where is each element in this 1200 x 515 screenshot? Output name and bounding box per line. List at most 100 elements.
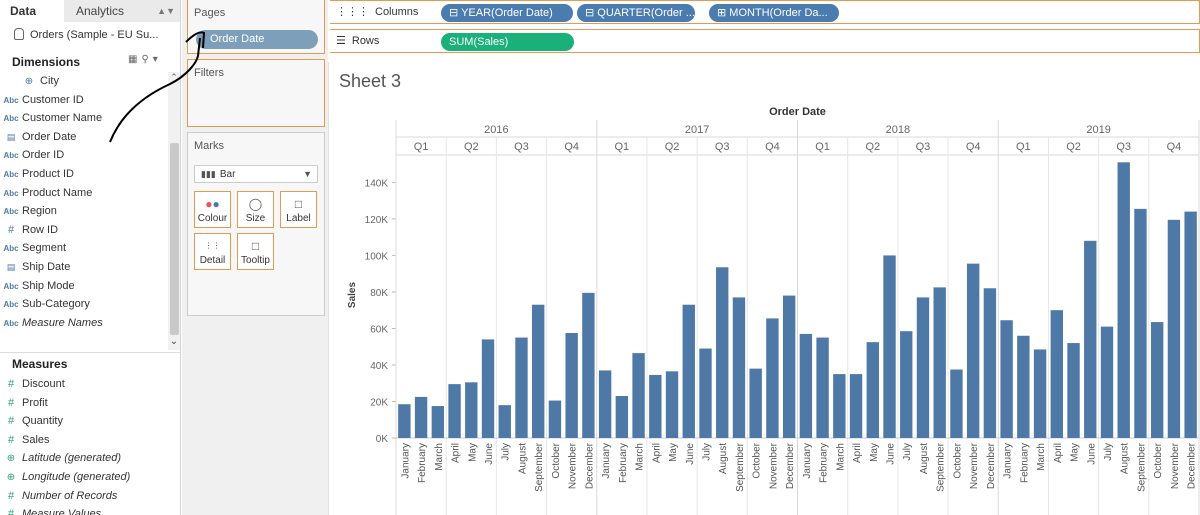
- dimension-field[interactable]: ▤ Order Date: [0, 128, 168, 147]
- bar-2016-september: [532, 304, 545, 438]
- tab-data[interactable]: Data: [0, 0, 64, 22]
- pill-quarter-order-date[interactable]: ⊟ QUARTER(Order ...: [577, 4, 695, 22]
- marks-card: Marks ▮▮▮ Bar ▼ ●● Colour ◯ Size □ Label …: [187, 132, 325, 316]
- dimension-field-label: Region: [22, 205, 57, 218]
- month-label: November: [768, 442, 779, 489]
- measure-field[interactable]: # Number of Records: [0, 487, 180, 506]
- detail-label: Detail: [199, 255, 226, 266]
- dimension-field[interactable]: # Row ID: [0, 221, 168, 240]
- dimensions-tools: ▦⚲▾: [128, 54, 162, 65]
- collapse-icon[interactable]: ⊟: [449, 7, 459, 19]
- month-label: August: [1120, 443, 1131, 474]
- dimension-field[interactable]: Abc Customer Name: [0, 109, 168, 128]
- measure-field[interactable]: ⊕ Latitude (generated): [0, 449, 180, 468]
- month-label: March: [635, 443, 646, 471]
- bar-2018-january: [799, 333, 813, 438]
- month-label: December: [1187, 442, 1198, 489]
- bar-2019-march: [1033, 349, 1047, 438]
- columns-shelf-label: ⋮⋮⋮ Columns: [336, 5, 418, 18]
- month-label: November: [969, 442, 980, 489]
- size-button[interactable]: ◯ Size: [237, 191, 274, 228]
- label-button[interactable]: □ Label: [280, 191, 317, 228]
- dimension-field[interactable]: Abc Measure Names: [0, 314, 168, 333]
- colour-button[interactable]: ●● Colour: [194, 191, 231, 228]
- pages-pill-order-date[interactable]: Order Date: [196, 30, 318, 49]
- measure-field-label: Discount: [22, 378, 65, 390]
- dimension-field[interactable]: ⊕ City: [0, 72, 168, 91]
- month-label: February: [819, 443, 830, 483]
- dimension-field[interactable]: Abc Region: [0, 202, 168, 221]
- abc-icon: Abc: [3, 95, 19, 105]
- dimension-field-label: Customer Name: [22, 112, 103, 125]
- tooltip-speech-icon: □: [251, 239, 260, 253]
- quarter-label: Q1: [615, 141, 630, 153]
- abc-icon: Abc: [3, 151, 19, 161]
- mark-type-select[interactable]: ▮▮▮ Bar ▼: [194, 165, 318, 183]
- month-label: July: [701, 443, 712, 461]
- rows-shelf[interactable]: ☰ Rows SUM(Sales): [330, 29, 1200, 53]
- scrollbar-thumb[interactable]: [170, 143, 179, 335]
- measure-field[interactable]: # Discount: [0, 375, 180, 394]
- pill-year-order-date[interactable]: ⊟ YEAR(Order Date): [441, 4, 573, 22]
- bar-2016-november: [565, 333, 578, 438]
- menu-dropdown-icon[interactable]: ▾: [152, 54, 162, 65]
- bar-2018-september: [933, 287, 946, 438]
- collapse-icon[interactable]: ⊟: [585, 7, 595, 19]
- dimension-field-label: Segment: [22, 242, 67, 255]
- pages-card[interactable]: Pages Order Date: [187, 0, 325, 54]
- columns-shelf[interactable]: ⋮⋮⋮ Columns ⊟ YEAR(Order Date) ⊟ QUARTER(…: [330, 0, 1200, 24]
- pill-month-order-date[interactable]: ⊞ MONTH(Order Da...: [709, 4, 839, 22]
- quarter-label: Q4: [765, 141, 780, 153]
- measure-field[interactable]: # Sales: [0, 431, 180, 450]
- measure-field-label: Quantity: [22, 415, 63, 428]
- bar-2017-january: [598, 370, 612, 438]
- abc-icon: Abc: [3, 318, 19, 328]
- detail-button[interactable]: ⋮⋮ Detail: [194, 233, 231, 270]
- dimension-field[interactable]: Abc Segment: [0, 239, 168, 258]
- pill-sum-sales[interactable]: SUM(Sales): [441, 33, 574, 51]
- dimension-field[interactable]: Abc Customer ID: [0, 91, 168, 110]
- tooltip-button[interactable]: □ Tooltip: [237, 233, 274, 270]
- view-grid-icon[interactable]: ▦: [128, 54, 142, 65]
- filters-card[interactable]: Filters: [187, 59, 325, 127]
- bar-2018-october: [950, 369, 963, 438]
- measure-field[interactable]: # Profit: [0, 394, 180, 413]
- month-label: October: [1153, 442, 1164, 478]
- abc-icon: Abc: [3, 207, 19, 217]
- measure-field[interactable]: # Measure Values: [0, 505, 180, 515]
- bar-2017-august: [716, 267, 729, 438]
- cards-pane: Pages Order Date Filters Marks ▮▮▮ Bar ▼ …: [182, 0, 328, 515]
- month-label: March: [434, 443, 445, 471]
- abc-icon: Abc: [3, 300, 19, 310]
- tab-analytics[interactable]: Analytics ▲▼: [64, 0, 180, 22]
- dimension-field[interactable]: Abc Product Name: [0, 184, 168, 203]
- tab-toggle-icon[interactable]: ▲▼: [157, 6, 175, 16]
- dimension-field-label: Ship Date: [22, 260, 71, 273]
- scroll-up-icon[interactable]: ⌃: [170, 72, 178, 82]
- quarter-label: Q3: [715, 141, 730, 153]
- month-label: August: [517, 443, 528, 474]
- pill-label: QUARTER(Order ...: [597, 7, 695, 19]
- bar-2017-november: [766, 318, 779, 438]
- dimension-field[interactable]: Abc Product ID: [0, 165, 168, 184]
- bar-2019-october: [1150, 322, 1164, 438]
- bar-2019-january: [1000, 320, 1013, 438]
- bar-2016-march: [431, 406, 445, 438]
- search-icon[interactable]: ⚲: [141, 54, 153, 65]
- dimension-field[interactable]: Abc Sub-Category: [0, 295, 168, 314]
- measure-field[interactable]: # Quantity: [0, 412, 180, 431]
- filters-title: Filters: [194, 67, 224, 79]
- month-label: April: [451, 443, 462, 463]
- scroll-down-icon[interactable]: ⌄: [169, 336, 179, 347]
- dimension-field[interactable]: ▤ Ship Date: [0, 258, 168, 277]
- month-label: May: [869, 443, 880, 462]
- datasource-item[interactable]: Orders (Sample - EU Su...: [0, 24, 180, 46]
- measure-field-label: Number of Records: [22, 489, 118, 502]
- expand-icon[interactable]: ⊞: [717, 7, 727, 19]
- y-tick-label: 60K: [370, 324, 388, 335]
- month-label: April: [651, 443, 662, 463]
- dimension-field[interactable]: Abc Order ID: [0, 146, 168, 165]
- month-label: September: [534, 442, 545, 492]
- dimension-field[interactable]: Abc Ship Mode: [0, 277, 168, 296]
- measure-field[interactable]: ⊕ Longitude (generated): [0, 468, 180, 487]
